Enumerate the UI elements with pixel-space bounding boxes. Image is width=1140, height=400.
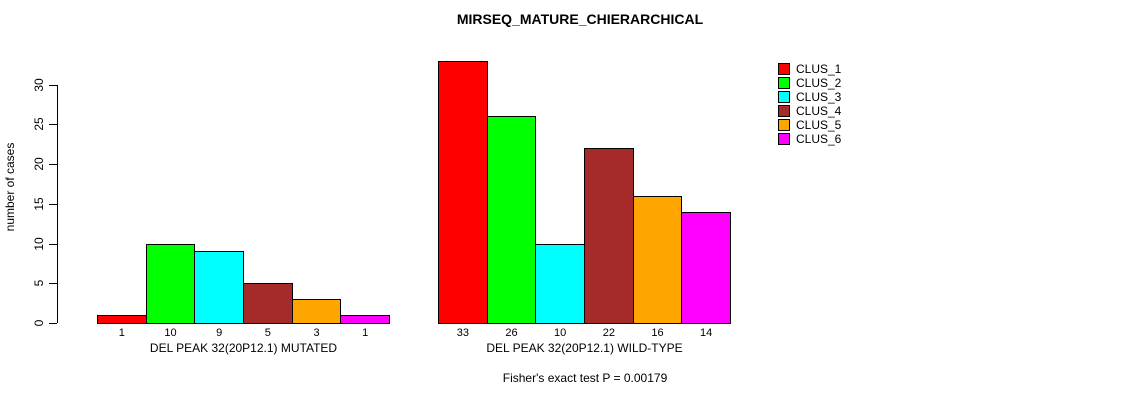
bar-clus_5-group1 [291,299,342,324]
y-axis-label: number of cases [3,142,17,232]
fisher-test-annotation: Fisher's exact test P = 0.00179 [502,371,668,385]
bar-clus_5-group2 [632,195,683,324]
y-axis-line [57,84,58,323]
legend-label: CLUS_5 [796,118,842,132]
bar-value-label: 5 [264,327,271,339]
legend-swatch-clus_3 [778,91,790,103]
y-axis-tick [49,124,57,126]
legend-item: CLUS_5 [778,118,841,132]
legend-label: CLUS_1 [796,62,842,76]
bar-value-label: 16 [651,327,664,339]
legend: CLUS_1 CLUS_2 CLUS_3 CLUS_4 CLUS_5 CLUS_6 [778,62,841,146]
y-axis-tick [49,283,57,285]
legend-item: CLUS_3 [778,90,841,104]
bar-clus_3-group2 [535,243,585,324]
legend-swatch-clus_5 [778,119,790,131]
y-axis-tick-label: 25 [32,117,46,131]
y-axis-tick-label: 5 [32,279,46,287]
legend-item: CLUS_1 [778,62,841,76]
bar-value-label: 3 [313,327,320,339]
chart-title: MIRSEQ_MATURE_CHIERARCHICAL [456,11,704,27]
bar-clus_4-group1 [243,283,293,324]
bar-clus_1-group2 [438,60,488,324]
y-axis-tick-label: 0 [32,319,46,327]
bar-clus_4-group2 [584,148,634,324]
legend-item: CLUS_2 [778,76,841,90]
legend-swatch-clus_1 [778,63,790,75]
bar-clus_2-group2 [486,116,537,324]
y-axis-tick [49,164,57,165]
bar-clus_2-group1 [145,243,196,324]
legend-item: CLUS_6 [778,132,841,146]
x-axis-group-label: DEL PEAK 32(20P12.1) WILD-TYPE [486,341,683,355]
y-axis-tick-label: 10 [32,236,46,251]
y-axis-tick-label: 20 [32,157,46,171]
bar-value-label: 22 [602,327,615,339]
y-axis-tick [49,323,57,324]
bar-value-label: 1 [362,327,369,339]
bar-value-label: 9 [216,327,223,339]
legend-label: CLUS_6 [796,132,842,146]
y-axis-tick-label: 15 [32,197,46,211]
legend-swatch-clus_6 [778,133,790,145]
bar-value-label: 14 [700,327,713,339]
y-axis-tick-label: 30 [32,77,46,92]
bar-value-label: 33 [456,327,469,339]
bar-clus_3-group1 [194,251,244,324]
legend-item: CLUS_4 [778,104,841,118]
y-axis-tick [49,84,57,86]
bar-value-label: 26 [505,327,518,339]
legend-label: CLUS_4 [796,104,842,118]
legend-label: CLUS_3 [796,90,842,104]
bar-value-label: 1 [118,327,125,339]
y-axis-tick [49,243,57,245]
legend-label: CLUS_2 [796,76,842,90]
bar-value-label: 10 [554,327,567,339]
legend-swatch-clus_4 [778,105,790,117]
bar-clus_6-group2 [681,211,731,324]
bar-value-label: 10 [164,327,177,339]
bar-clus_1-group1 [97,315,147,324]
bar-clus_6-group1 [340,315,390,324]
y-axis-tick [49,203,57,205]
legend-swatch-clus_2 [778,77,790,89]
x-axis-group-label: DEL PEAK 32(20P12.1) MUTATED [149,341,338,355]
